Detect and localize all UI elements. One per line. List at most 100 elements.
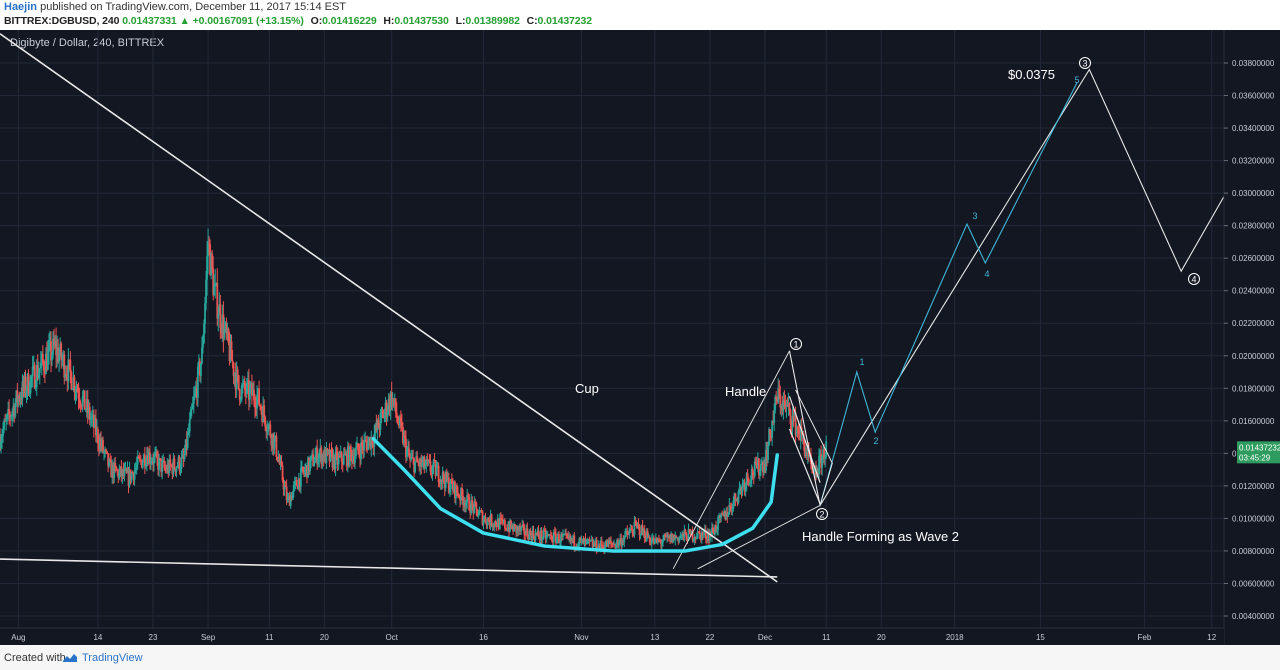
time-tick-label: Dec <box>758 633 772 642</box>
candle-body <box>417 462 420 464</box>
wave-circle <box>790 338 802 350</box>
tradingview-brand[interactable]: TradingView <box>82 652 143 664</box>
candle-body <box>592 543 595 547</box>
candle-body <box>99 439 101 449</box>
candle-body <box>456 485 458 493</box>
candle-body <box>136 456 139 465</box>
candle-body <box>351 452 353 462</box>
candle-body <box>225 323 228 334</box>
candle-body <box>455 485 457 499</box>
change-arrow: ▲ <box>179 15 190 27</box>
candle-body <box>541 537 544 540</box>
price-tick-label: 0.01000000 <box>1232 514 1275 523</box>
candle-body <box>396 418 399 424</box>
price-tick-label: 0.02000000 <box>1232 352 1275 361</box>
candle-body <box>646 531 649 538</box>
candle-body <box>138 458 141 460</box>
candle-body <box>719 515 722 518</box>
candle-body <box>338 456 341 458</box>
candle-body <box>135 464 138 469</box>
candle-body <box>752 475 755 477</box>
candle-body <box>536 530 539 534</box>
candle-body <box>721 513 724 515</box>
candle-body <box>412 457 414 459</box>
candle-body <box>310 455 312 461</box>
candle-body <box>117 470 120 478</box>
candle-body <box>449 479 452 490</box>
candle-body <box>368 437 371 442</box>
candle-body <box>544 530 547 539</box>
candle-body <box>92 414 95 428</box>
candle-body <box>205 279 207 304</box>
candle-body <box>546 534 549 536</box>
candle-body <box>602 546 605 551</box>
candle-body <box>462 496 464 505</box>
candle-body <box>410 458 412 460</box>
candle-body <box>633 521 636 535</box>
candle-body <box>150 462 152 464</box>
candle-body <box>594 539 597 547</box>
candle-body <box>725 512 728 520</box>
candle-body <box>321 454 324 464</box>
candle-body <box>697 531 700 533</box>
candle-body <box>290 495 293 500</box>
candle-body <box>323 449 326 461</box>
candle-body <box>664 535 666 537</box>
candle-body <box>177 457 180 467</box>
candle-body <box>311 454 314 456</box>
candle-body <box>88 406 91 420</box>
candle-body <box>513 524 515 532</box>
candle-body <box>191 403 194 409</box>
candle-body <box>788 402 791 410</box>
candle-body <box>376 419 379 431</box>
candle-body <box>369 437 372 449</box>
candle-body <box>304 469 306 473</box>
candle-body <box>761 462 763 464</box>
candle-body <box>406 449 408 457</box>
candle-body <box>27 374 30 395</box>
wave-minor-label: 5 <box>1074 75 1079 85</box>
candle-body <box>589 540 592 542</box>
candle-body <box>545 535 548 539</box>
candle-body <box>51 354 53 361</box>
candle-body <box>736 499 739 503</box>
candle-body <box>152 461 154 464</box>
candle-body <box>591 540 594 547</box>
candle-body <box>759 470 761 476</box>
candle-body <box>495 525 498 527</box>
candle-body <box>517 526 520 531</box>
candle-body <box>115 466 118 471</box>
chart-area[interactable]: Digibyte / Dollar, 240, BITTREX Cup Handl… <box>0 30 1280 645</box>
candle-body <box>604 540 607 548</box>
candle-body <box>616 539 618 545</box>
candle-body <box>196 366 199 398</box>
candle-body <box>46 353 48 370</box>
candle-body <box>792 415 795 417</box>
candle-body <box>579 538 582 540</box>
candle-body <box>47 351 49 370</box>
footer: Created with TradingView <box>0 645 1280 670</box>
chart-svg[interactable]: Digibyte / Dollar, 240, BITTREX Cup Handl… <box>0 30 1280 645</box>
candle-body <box>626 531 629 535</box>
author-name[interactable]: Haejin <box>4 1 38 13</box>
price-tick-label: 0.03200000 <box>1232 157 1275 166</box>
candle-body <box>534 533 537 541</box>
candle-body <box>610 541 612 544</box>
candle-body <box>362 446 365 450</box>
candle-body <box>124 468 127 470</box>
candle-body <box>562 534 564 537</box>
candle-body <box>482 520 485 525</box>
candle-body <box>767 445 769 461</box>
candle-body <box>480 511 483 513</box>
candle-body <box>690 530 693 534</box>
candle-body <box>715 525 717 531</box>
candle-body <box>183 453 186 460</box>
candle-body <box>563 534 565 536</box>
candle-body <box>522 524 525 526</box>
time-tick-label: 11 <box>822 633 831 642</box>
candle-body <box>804 452 807 457</box>
candle-body <box>783 400 786 402</box>
candle-body <box>464 502 467 507</box>
candle-body <box>618 541 621 546</box>
candle-body <box>653 539 656 544</box>
